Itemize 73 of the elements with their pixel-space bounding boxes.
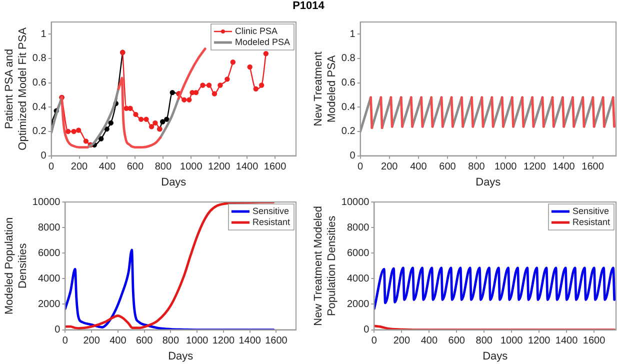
y-tick-label: 0.8 [341, 53, 356, 64]
x-tick-label: 600 [448, 336, 466, 347]
x-tick-label: 200 [70, 162, 88, 173]
x-tick-label: 400 [110, 336, 127, 347]
x-tick-label: 800 [468, 162, 486, 173]
legend-label: Sensitive [572, 206, 610, 216]
x-tick-label: 1000 [180, 162, 203, 173]
y-axis-title: Patient PSA and Optimized Model Fit PSA [4, 26, 29, 150]
x-tick-label: 400 [410, 162, 428, 173]
x-tick-label: 1200 [524, 162, 546, 173]
x-tick-label: 1600 [264, 162, 287, 173]
x-tick-label: 800 [154, 162, 172, 173]
x-axis-title: Days [482, 350, 508, 362]
x-tick-label: 1400 [552, 162, 576, 173]
y-tick-label: 1 [350, 28, 356, 40]
x-axis-title: Days [168, 350, 194, 362]
x-tick-label: 600 [126, 162, 144, 173]
x-tick-label: 600 [136, 336, 154, 347]
x-tick-label: 1200 [208, 162, 231, 173]
x-tick-label: 800 [476, 336, 493, 347]
y-tick-label: 0.6 [341, 78, 356, 89]
x-tick-label: 200 [381, 162, 398, 173]
y-tick-label: 6000 [346, 248, 370, 259]
legend-label: Resistant [572, 216, 610, 227]
y-tick-label: 4000 [38, 273, 61, 284]
x-tick-label: 200 [393, 336, 410, 347]
x-tick-label: 800 [162, 336, 180, 347]
x-tick-label: 0 [371, 336, 378, 347]
y-tick-label: 10000 [341, 196, 370, 208]
y-tick-label: 0 [40, 150, 47, 162]
y-tick-label: 0.6 [32, 78, 47, 89]
x-tick-label: 1400 [555, 336, 578, 347]
x-tick-label: 1200 [212, 336, 236, 347]
y-tick-label: 8000 [38, 222, 61, 234]
x-tick-label: 0 [62, 336, 68, 347]
y-tick-label: 2000 [38, 298, 61, 310]
y-tick-label: 0.4 [341, 102, 356, 113]
legend-label: Clinic PSA [234, 26, 278, 36]
chart-title: P1014 [292, 0, 326, 12]
x-tick-label: 1000 [494, 162, 518, 173]
y-tick-label: 8000 [346, 222, 370, 234]
y-tick-label: 0.2 [32, 126, 47, 138]
y-tick-label: 2000 [346, 298, 370, 310]
x-tick-label: 1600 [265, 336, 288, 347]
y-tick-label: 1 [40, 28, 47, 40]
legend-label: Modeled PSA [234, 36, 290, 47]
x-tick-label: 400 [420, 336, 438, 347]
x-tick-label: 1200 [528, 336, 551, 347]
x-tick-label: 1600 [582, 162, 604, 173]
x-tick-label: 1400 [236, 162, 259, 173]
x-tick-label: 600 [439, 162, 456, 173]
y-tick-label: 0.8 [32, 53, 47, 64]
y-axis-title: New Treatment Modeled PSA [312, 52, 338, 126]
y-tick-label: 0.4 [32, 102, 47, 113]
x-axis-title: Days [161, 176, 187, 188]
y-tick-label: 6000 [38, 248, 61, 259]
y-tick-label: 0 [54, 324, 61, 336]
x-tick-label: 1000 [500, 336, 524, 347]
x-tick-label: 1400 [238, 336, 262, 347]
x-tick-label: 200 [83, 336, 100, 347]
y-tick-label: 0.2 [341, 126, 356, 138]
y-tick-label: 4000 [346, 273, 370, 284]
x-tick-label: 1600 [582, 336, 606, 347]
y-tick-label: 10000 [32, 196, 61, 208]
y-tick-label: 0 [364, 324, 370, 336]
legend-label: Sensitive [252, 206, 290, 216]
legend-label: Resistant [252, 216, 290, 227]
x-axis-title: Days [476, 176, 502, 188]
y-tick-label: 0 [350, 150, 356, 162]
x-tick-label: 400 [98, 162, 116, 173]
y-axis-title: New Treatment Modeled Population Densities [312, 206, 338, 326]
y-axis-title: Modeled Population Densities [4, 217, 29, 315]
x-tick-label: 1000 [186, 336, 209, 347]
